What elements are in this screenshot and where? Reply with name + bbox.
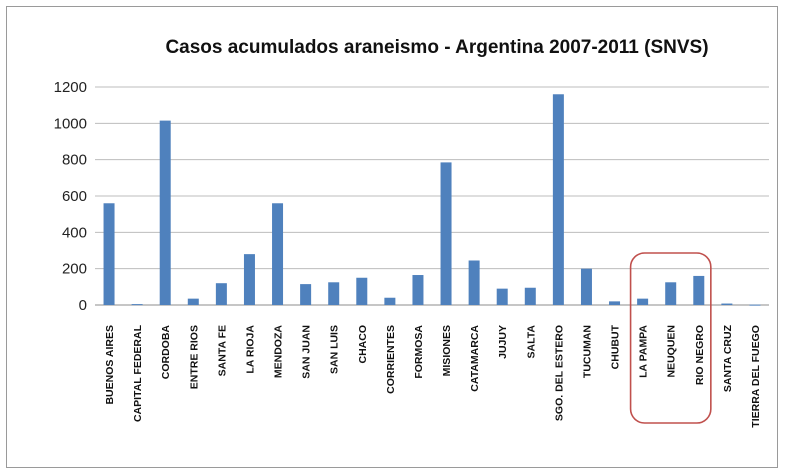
y-tick-label: 1000: [54, 115, 87, 132]
x-tick-label: RIO NEGRO: [694, 325, 706, 385]
y-tick-label: 800: [62, 152, 87, 169]
bar: [131, 304, 143, 306]
x-tick-label: CORDOBA: [160, 325, 172, 380]
bar: [243, 254, 255, 305]
bar: [300, 284, 312, 305]
x-tick-label: SALTA: [525, 325, 537, 359]
x-tick-label: SAN LUIS: [329, 325, 341, 374]
bar: [356, 277, 368, 305]
bar: [440, 162, 452, 305]
y-tick-label: 600: [62, 188, 87, 205]
x-tick-label: CORRIENTES: [385, 325, 397, 394]
y-axis-ticks: 0 200 400 600 800 1000 1200: [54, 79, 87, 314]
bar: [215, 283, 227, 305]
bar: [468, 260, 480, 305]
x-tick-label: TUCUMAN: [581, 325, 593, 378]
x-tick-label: LA PAMPA: [638, 325, 650, 378]
x-tick-label: SANTA FE: [216, 325, 228, 376]
x-tick-label: SAN JUAN: [301, 325, 313, 379]
highlight-box: [629, 252, 712, 424]
chart-svg: Casos acumulados araneismo - Argentina 2…: [54, 37, 769, 428]
x-tick-label: LA RIOJA: [244, 325, 256, 374]
x-tick-label: CHUBUT: [610, 324, 622, 369]
bars: [103, 94, 761, 306]
bar: [721, 303, 733, 305]
y-tick-label: 1200: [54, 79, 87, 96]
bar: [496, 288, 508, 305]
bar: [609, 301, 621, 305]
bar: [665, 282, 677, 305]
x-tick-label: CATAMARCA: [469, 325, 481, 392]
x-tick-label: ENTRE RIOS: [188, 325, 200, 389]
bar: [187, 298, 199, 305]
bar: [580, 268, 592, 305]
bar: [749, 304, 761, 306]
x-tick-label: CHACO: [357, 325, 369, 364]
bar: [272, 203, 284, 305]
y-tick-label: 200: [62, 261, 87, 278]
bar: [552, 94, 564, 306]
x-tick-label: NEUQUEN: [666, 325, 678, 378]
x-tick-label: TIERRA DEL FUEGO: [750, 325, 762, 428]
bar: [103, 203, 115, 305]
x-tick-label: FORMOSA: [413, 325, 425, 379]
bar: [637, 298, 649, 305]
x-tick-label: MENDOZA: [273, 325, 285, 378]
bar: [412, 275, 424, 305]
bar: [384, 297, 396, 305]
highlight-layer: [629, 252, 712, 424]
x-axis-ticks: BUENOS AIRES CAPITAL FEDERAL CORDOBA ENTRE …: [104, 324, 762, 427]
x-tick-label: BUENOS AIRES: [104, 325, 116, 405]
y-tick-label: 0: [79, 297, 87, 314]
chart-title: Casos acumulados araneismo - Argentina 2…: [165, 37, 708, 58]
bar: [159, 120, 171, 305]
bar: [524, 287, 536, 305]
grid-lines: [95, 86, 769, 306]
bar: [693, 275, 705, 305]
x-tick-label: SGO. DEL ESTERO: [553, 325, 565, 421]
x-tick-label: MISIONES: [441, 325, 453, 376]
x-tick-label: SANTA CRUZ: [722, 324, 734, 392]
x-tick-label: JUJUY: [497, 325, 509, 359]
x-tick-label: CAPITAL FEDERAL: [132, 324, 144, 422]
chart-frame: Casos acumulados araneismo - Argentina 2…: [6, 6, 778, 468]
y-tick-label: 400: [62, 224, 87, 241]
bar: [328, 282, 340, 305]
